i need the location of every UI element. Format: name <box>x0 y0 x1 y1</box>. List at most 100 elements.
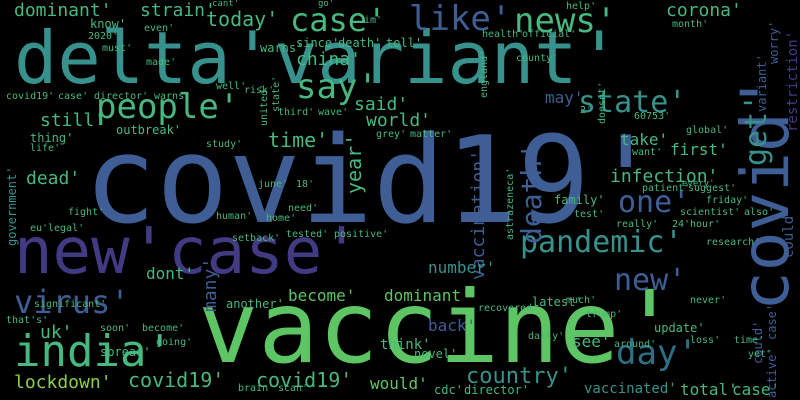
word-dont: dont' <box>146 264 195 283</box>
word-see: see' <box>572 332 611 351</box>
word-scientist: scientist' <box>680 207 741 218</box>
word-24: 24' <box>672 219 691 230</box>
word-lockdown: lockdown' <box>14 372 112 393</box>
word-india: india' <box>14 326 173 377</box>
word-virus: virus' <box>14 283 130 321</box>
word-total: total' <box>680 380 738 399</box>
word-restriction-vertical: restriction' <box>785 30 800 132</box>
word-people: people' <box>96 87 240 127</box>
word-would: would' <box>370 374 428 393</box>
word-case-small: case' <box>58 91 89 102</box>
word-recovered: recovered' <box>478 303 539 314</box>
word-corona: corona' <box>666 0 742 21</box>
word-spread: spread' <box>100 345 151 359</box>
word-many-vertical: many' <box>200 257 221 312</box>
word-vaccinated: vaccinated' <box>584 381 677 397</box>
word-county: county' <box>516 53 559 64</box>
word-new-right: new' <box>614 263 687 298</box>
word-case-bottom: case' <box>732 380 781 399</box>
word-home: home' <box>266 213 297 224</box>
word-know: know' <box>90 17 127 31</box>
word-never: never' <box>690 295 727 306</box>
word-positive: positive' <box>334 229 389 240</box>
word-china: china' <box>296 49 362 70</box>
word-cdc: cdc' <box>434 383 463 397</box>
word-one: one' <box>618 185 691 220</box>
word-may: may' <box>545 88 584 107</box>
word-case-vertical: case' <box>765 303 779 340</box>
word-cant: cant' <box>212 0 240 9</box>
word-today: today' <box>206 7 279 31</box>
word-risk: risk' <box>244 85 275 96</box>
word-third: third' <box>278 107 315 118</box>
word-said: said' <box>354 94 409 115</box>
word-tested: tested' <box>286 229 329 240</box>
word-time: time' <box>268 128 329 152</box>
word-research: research' <box>706 237 761 248</box>
word-another: another' <box>226 297 284 311</box>
word-warns-small: warns' <box>154 91 191 102</box>
word-could-vertical: could' <box>781 207 797 258</box>
word-2020: 2020' <box>88 31 119 42</box>
word-2: 2' <box>580 105 593 116</box>
word-yet: yet' <box>748 349 773 360</box>
word-human: human' <box>216 211 253 222</box>
word-60753: 60753' <box>634 111 671 122</box>
word-vaccine: vaccine' <box>198 269 680 386</box>
word-infection: infection' <box>610 166 719 187</box>
word-still: still' <box>40 110 106 131</box>
word-pandemic: pandemic' <box>520 225 683 260</box>
word-go: go' <box>318 0 335 9</box>
word-fight: fight' <box>68 207 105 218</box>
word-thing: thing' <box>30 131 74 145</box>
word-since: since' <box>296 36 340 50</box>
word-matter: matter' <box>410 129 453 140</box>
word-loss: loss' <box>690 335 721 346</box>
word-government-vertical: government' <box>5 166 19 246</box>
word-back: back' <box>428 316 477 335</box>
word-significant: significant' <box>34 299 107 310</box>
word-im: im' <box>364 15 383 26</box>
word-june: june' <box>258 179 289 190</box>
word-friday: friday' <box>706 195 749 206</box>
word-official: official' <box>522 29 577 40</box>
word-even: even' <box>144 23 175 34</box>
word-dominant: dominant' <box>14 0 112 21</box>
word-help: help' <box>566 1 597 12</box>
word-study: study' <box>206 139 243 150</box>
word-going: going' <box>156 337 193 348</box>
word-director: director' <box>464 383 530 397</box>
word-latest: latest' <box>532 295 583 309</box>
word-dominant-green: dominant' <box>384 286 471 305</box>
word-thats: that's' <box>6 315 49 326</box>
word-warns: warns' <box>260 41 304 55</box>
word-grey: grey' <box>376 129 407 140</box>
word-made: made' <box>146 57 177 68</box>
word-brain: brain' <box>238 383 275 394</box>
word-dead: dead' <box>26 168 81 189</box>
word-well: well' <box>216 81 247 92</box>
word-daily: daily' <box>528 331 565 342</box>
word-test: test' <box>574 209 605 220</box>
word-also: also' <box>744 207 775 218</box>
word-suggest: suggest' <box>688 183 737 194</box>
word-trump: trump' <box>586 309 623 320</box>
word-covid19-main: covid19' <box>84 112 662 251</box>
word-astrazeneca-vertical: astrazeneca' <box>505 167 516 240</box>
word-really: really' <box>616 219 659 230</box>
word-first: first' <box>670 140 728 159</box>
word-year-vertical: year' <box>342 133 366 194</box>
word-worry-vertical: worry' <box>767 20 781 64</box>
word-need: need' <box>288 203 319 214</box>
word-covid19-bottom-b: covid19' <box>256 368 353 392</box>
word-update: update' <box>654 321 705 335</box>
word-global: global' <box>686 125 729 136</box>
word-around: around' <box>614 339 657 350</box>
word-patient: patient' <box>642 183 691 194</box>
word-month: month' <box>672 19 709 30</box>
word-state-vertical: state' <box>271 75 282 112</box>
word-novel: novel' <box>414 347 458 361</box>
word-become-small: become' <box>142 323 185 334</box>
word-england-vertical: england' <box>479 49 490 98</box>
word-case-top: case' <box>290 1 387 39</box>
